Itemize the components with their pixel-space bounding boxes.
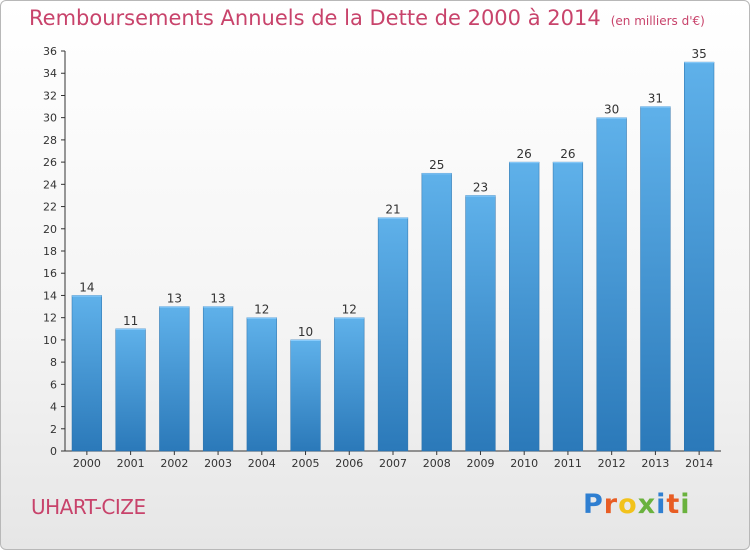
bar [71,295,102,452]
x-tick-label: 2010 [510,457,538,470]
value-label: 31 [648,92,663,106]
value-label: 14 [79,280,94,294]
y-tick-label: 10 [43,334,57,347]
y-tick-label: 24 [43,178,57,191]
bar [421,172,452,452]
bar [115,328,146,452]
y-tick-label: 16 [43,267,57,280]
value-label: 12 [254,303,269,317]
value-label: 23 [473,180,488,194]
y-tick-label: 18 [43,245,57,258]
value-label: 13 [210,292,225,306]
chart-title-text: Remboursements Annuels de la Dette de 20… [29,6,601,30]
bar [552,161,584,452]
y-tick-label: 22 [43,201,57,214]
value-label: 12 [342,303,357,317]
logo-letter: o [618,489,638,520]
y-tick-label: 36 [43,45,57,58]
x-tick-label: 2006 [335,457,363,470]
bar [465,195,496,452]
value-label: 26 [560,147,575,161]
y-tick-label: 12 [43,312,57,325]
y-tick-label: 14 [43,289,57,302]
logo-letter: r [603,489,619,520]
y-tick-label: 34 [43,67,57,80]
y-tick-label: 20 [43,223,57,236]
x-tick-label: 2004 [248,457,276,470]
y-tick-label: 6 [50,378,57,391]
x-tick-label: 2013 [641,457,669,470]
bar [640,106,671,452]
x-tick-label: 2003 [204,457,232,470]
bars [71,61,715,452]
bar [377,217,409,452]
value-label: 35 [691,47,706,61]
logo-letter: i [656,489,667,520]
y-tick-label: 8 [50,356,57,369]
x-tick-label: 2011 [554,457,582,470]
value-label: 10 [298,325,313,339]
value-label: 30 [604,103,619,117]
chart-title: Remboursements Annuels de la Dette de 20… [29,6,705,30]
x-tick-label: 2002 [160,457,188,470]
y-tick-label: 0 [50,445,57,458]
x-tick-label: 2007 [379,457,407,470]
bar [202,306,234,452]
bar [509,161,540,452]
value-label: 11 [123,314,138,328]
y-tick-label: 32 [43,89,57,102]
bar [334,317,365,452]
logo-letter: i [680,489,691,520]
proxiti-logo: Proxiti [583,489,691,520]
logo-letter: x [637,489,657,520]
bar [684,61,715,452]
x-tick-label: 2001 [117,457,145,470]
x-tick-label: 2000 [73,457,101,470]
x-tick-label: 2014 [685,457,713,470]
x-tick-label: 2005 [292,457,320,470]
value-labels: 14 11 13 13 12 10 12 21 25 23 26 26 30 31 35 [79,47,707,339]
y-tick-label: 30 [43,112,57,125]
bar [596,117,627,452]
bar [159,306,190,452]
x-tick-label: 2009 [466,457,494,470]
x-tick-label: 2008 [423,457,451,470]
value-label: 25 [429,158,444,172]
y-tick-label: 28 [43,134,57,147]
value-label: 13 [167,292,182,306]
place-name: UHART-CIZE [31,495,146,519]
chart-subtitle: (en milliers d'€) [610,14,705,28]
value-label: 21 [385,203,400,217]
y-tick-label: 26 [43,156,57,169]
bar [246,317,277,452]
x-tick-label: 2012 [598,457,626,470]
value-label: 26 [517,147,532,161]
logo-letter: P [583,489,604,520]
logo-letter: t [666,489,681,520]
y-tick-label: 4 [50,401,57,414]
bar [290,339,321,452]
y-tick-label: 2 [50,423,57,436]
